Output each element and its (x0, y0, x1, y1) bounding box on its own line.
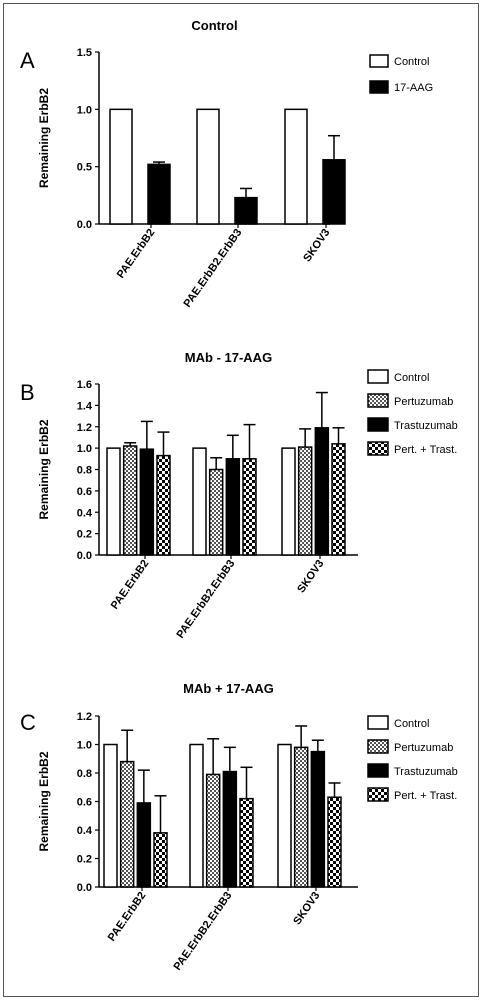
y-tick-label: 0.0 (77, 219, 92, 231)
y-tick-label: 0.2 (77, 854, 92, 866)
bar (293, 746, 309, 888)
y-tick-label: 1.2 (77, 422, 92, 434)
x-tick-label: PAE.ErbB2 (109, 558, 152, 612)
bar (103, 743, 118, 888)
panels-group: A Control Remaining ErbB2 0.0 0.5 1.0 1.5 PAE.E… (20, 18, 458, 973)
y-tick-label: 1.0 (77, 104, 92, 116)
y-axis-label: Remaining ErbB2 (37, 419, 51, 519)
y-tick-label: 1.0 (77, 740, 92, 752)
y-axis-label: Remaining ErbB2 (37, 88, 51, 188)
bar (222, 770, 238, 888)
bar (234, 196, 258, 225)
bar (239, 797, 254, 888)
bar (310, 750, 326, 888)
bar (208, 468, 224, 556)
y-tick-label: 0.0 (77, 550, 92, 562)
bar (109, 108, 133, 225)
legend-swatch (367, 787, 389, 802)
y-tick-label: 0.6 (77, 797, 92, 809)
bar (225, 458, 241, 556)
bar (153, 832, 168, 888)
legend-label: Control (394, 372, 429, 384)
y-tick-label: 0.8 (77, 768, 92, 780)
legend-swatch (367, 417, 389, 432)
bar (122, 445, 138, 556)
y-tick-label: 1.4 (77, 400, 93, 412)
y-tick-label: 0.2 (77, 529, 92, 541)
bar (242, 458, 257, 556)
chart-panel-c: C MAb + 17-AAG Remaining ErbB2 0.0 0.2 0.4 0.6… (20, 681, 458, 973)
chart-title: Control (191, 18, 237, 33)
legend-label: 17-AAG (394, 82, 433, 94)
bar (156, 454, 171, 556)
y-axis-label: Remaining ErbB2 (37, 751, 51, 851)
x-tick-label: SKOV3 (301, 227, 332, 264)
figure-border (3, 3, 479, 997)
y-tick-label: 0.8 (77, 465, 92, 477)
chart-panel-b: B MAb - 17-AAG Remaining ErbB2 0.0 0.2 0.4 0.6… (20, 350, 458, 641)
bar (119, 760, 135, 888)
bar (281, 447, 296, 556)
bar (139, 448, 155, 556)
legend-swatch (367, 715, 389, 730)
bar (277, 743, 292, 888)
bar (147, 163, 171, 225)
y-tick-label: 0.6 (77, 486, 92, 498)
legend-label: Control (394, 718, 429, 730)
panel-letter: C (20, 710, 36, 735)
legend-swatch (367, 739, 389, 754)
panel-letter: A (20, 48, 35, 73)
x-tick-label: PAE.ErbB2 (106, 890, 149, 944)
bar (331, 443, 346, 556)
y-tick-label: 1.6 (77, 379, 92, 391)
legend-swatch (369, 80, 389, 94)
legend-label: Trastuzumab (394, 420, 458, 432)
legend-swatch (369, 54, 389, 68)
y-tick-label: 0.0 (77, 882, 92, 894)
x-tick-label: SKOV3 (295, 558, 326, 595)
y-tick-label: 1.0 (77, 443, 92, 455)
chart-title: MAb - 17-AAG (185, 350, 272, 365)
y-tick-label: 0.5 (77, 162, 92, 174)
legend-label: Pert. + Trast. (394, 444, 457, 456)
bar (322, 159, 346, 225)
bar (196, 108, 220, 225)
bar (327, 796, 342, 888)
panel-letter: B (20, 380, 35, 405)
y-tick-label: 0.4 (77, 507, 93, 519)
legend-label: Pert. + Trast. (394, 790, 457, 802)
bar (192, 447, 207, 556)
legend-label: Pertuzumab (394, 742, 453, 754)
legend-label: Trastuzumab (394, 766, 458, 778)
bar (297, 446, 313, 556)
x-tick-label: SKOV3 (291, 890, 322, 927)
bar (106, 447, 121, 556)
bar (284, 108, 308, 225)
chart-panel-a: A Control Remaining ErbB2 0.0 0.5 1.0 1.5 PAE.E… (20, 18, 433, 310)
legend-swatch (367, 763, 389, 778)
y-tick-label: 0.4 (77, 825, 93, 837)
legend-swatch (367, 441, 389, 456)
x-tick-label: PAE.ErbB2 (115, 227, 158, 281)
legend-label: Control (394, 56, 429, 68)
bar (136, 802, 152, 888)
y-tick-label: 1.2 (77, 711, 92, 723)
x-tick-label: PAE.ErbB2.ErbB3 (171, 890, 234, 973)
x-tick-label: PAE.ErbB2.ErbB3 (181, 227, 244, 310)
legend-swatch (367, 393, 389, 408)
y-tick-label: 1.5 (77, 47, 92, 59)
bar (205, 773, 221, 888)
legend-swatch (367, 369, 389, 384)
bar (314, 427, 330, 556)
legend-label: Pertuzumab (394, 396, 453, 408)
chart-title: MAb + 17-AAG (183, 681, 274, 696)
x-tick-label: PAE.ErbB2.ErbB3 (174, 558, 237, 641)
bar (189, 743, 204, 888)
